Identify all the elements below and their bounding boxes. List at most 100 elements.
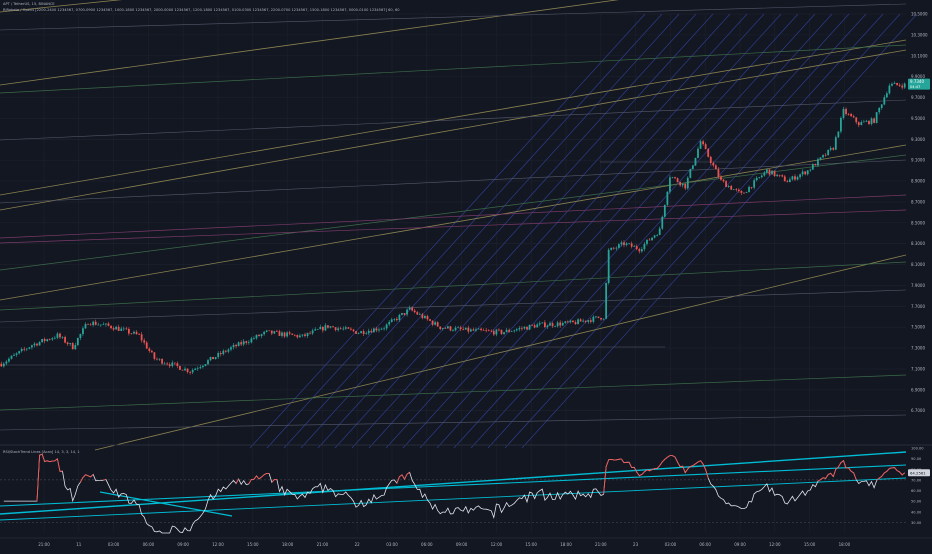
candle-body xyxy=(730,186,732,190)
candle-body xyxy=(863,122,865,123)
time-axis-label: 23 xyxy=(633,542,639,547)
candle-body xyxy=(34,344,36,346)
candle-body xyxy=(457,327,459,328)
candle-body xyxy=(192,370,194,372)
candle-body xyxy=(508,330,510,332)
candle-body xyxy=(518,328,520,329)
candle-body xyxy=(470,329,472,331)
candle-body xyxy=(626,243,628,245)
candle-body xyxy=(250,338,252,342)
price-axis-label: 8.9000 xyxy=(911,179,925,184)
candle-body xyxy=(462,329,464,330)
candle-body xyxy=(108,324,110,326)
candle-body xyxy=(590,320,592,322)
candle-body xyxy=(746,192,748,193)
candle-body xyxy=(143,340,145,342)
candle-body xyxy=(136,332,138,334)
candle-body xyxy=(562,323,564,326)
candle-body xyxy=(95,322,97,325)
time-axis-label: 21:00 xyxy=(38,542,50,547)
candle-body xyxy=(815,164,817,165)
candle-body xyxy=(159,359,161,360)
candle-body xyxy=(240,342,242,344)
rsi-value-text: 64.2561 xyxy=(910,470,926,475)
candle-body xyxy=(225,351,227,352)
candle-body xyxy=(432,321,434,325)
candle-body xyxy=(363,331,365,334)
price-axis-label: 7.3000 xyxy=(911,346,925,351)
price-axis-label: 9.1000 xyxy=(911,158,925,163)
candle-body xyxy=(330,326,332,327)
time-axis-label: 09:00 xyxy=(177,542,189,547)
time-axis-label: 06:00 xyxy=(143,542,155,547)
candle-body xyxy=(860,122,862,125)
candle-body xyxy=(539,323,541,324)
candle-body xyxy=(355,331,357,334)
candle-body xyxy=(654,235,656,237)
candle-body xyxy=(807,170,809,174)
candle-body xyxy=(337,328,339,330)
candle-body xyxy=(628,243,630,244)
candle-body xyxy=(409,308,411,310)
current-price-countdown: 04:47 xyxy=(910,85,920,89)
rsi-overbought-segment xyxy=(616,459,619,460)
candle-body xyxy=(217,353,219,357)
rsi-axis-label: 40.00 xyxy=(911,510,922,514)
candle-body xyxy=(238,342,240,346)
candle-body xyxy=(549,323,551,325)
candle-body xyxy=(725,181,727,187)
candle-body xyxy=(46,339,48,341)
candle-body xyxy=(406,310,408,315)
candle-body xyxy=(54,338,56,339)
candle-body xyxy=(845,109,847,114)
candle-body xyxy=(309,333,311,334)
time-axis-label: 15:00 xyxy=(804,542,816,547)
candle-body xyxy=(261,334,263,336)
candle-body xyxy=(105,324,107,325)
candle-body xyxy=(666,192,668,205)
indicator-legend[interactable]: RiRoheta / Opens [2200-2400 1234567, 070… xyxy=(3,8,400,13)
candle-body xyxy=(199,367,201,368)
candle-body xyxy=(187,369,189,372)
candle-body xyxy=(827,150,829,155)
candle-body xyxy=(100,325,102,326)
candle-body xyxy=(166,364,168,365)
candle-body xyxy=(820,157,822,159)
candle-body xyxy=(194,369,196,370)
candle-body xyxy=(228,350,230,352)
candle-body xyxy=(256,335,258,338)
candle-body xyxy=(358,333,360,334)
candle-body xyxy=(13,355,15,356)
candle-body xyxy=(876,112,878,123)
candle-body xyxy=(610,248,612,250)
candle-body xyxy=(391,319,393,322)
candle-body xyxy=(64,337,66,343)
candle-body xyxy=(59,334,61,338)
price-axis-label: 8.3000 xyxy=(911,241,925,246)
candle-body xyxy=(304,334,306,336)
candle-body xyxy=(623,242,625,245)
candle-body xyxy=(679,182,681,185)
candle-body xyxy=(233,345,235,347)
candle-body xyxy=(636,246,638,249)
candle-body xyxy=(258,335,260,336)
candle-body xyxy=(383,328,385,329)
candle-body xyxy=(883,97,885,104)
candle-body xyxy=(202,366,204,367)
candle-body xyxy=(421,314,423,318)
candle-body xyxy=(131,333,133,334)
candle-body xyxy=(419,314,421,315)
candle-body xyxy=(465,328,467,330)
candle-body xyxy=(587,320,589,322)
candle-body xyxy=(39,342,41,345)
rsi-legend[interactable]: RSI/StochTrend Lines [Acan] 14, 3, 3, 14… xyxy=(3,450,80,455)
candle-body xyxy=(848,114,850,115)
candle-body xyxy=(353,330,355,331)
candle-body xyxy=(350,329,352,330)
candle-body xyxy=(174,363,176,364)
price-axis-label: 8.1000 xyxy=(911,262,925,267)
time-axis-label: 03:00 xyxy=(386,542,398,547)
candle-body xyxy=(858,122,860,125)
